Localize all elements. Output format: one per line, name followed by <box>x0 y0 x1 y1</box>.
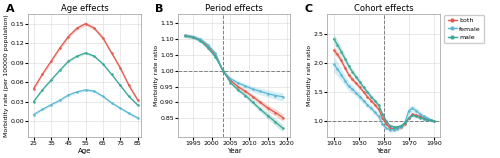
Text: C: C <box>305 4 313 14</box>
Y-axis label: Morbidity rate ratio: Morbidity rate ratio <box>307 45 312 106</box>
X-axis label: Year: Year <box>227 148 242 154</box>
Y-axis label: Morbidity rate ratio: Morbidity rate ratio <box>154 45 158 106</box>
Y-axis label: Morbidity rate (per 100000 population): Morbidity rate (per 100000 population) <box>4 14 9 137</box>
Text: B: B <box>156 4 164 14</box>
Title: Age effects: Age effects <box>61 4 108 13</box>
Title: Period effects: Period effects <box>206 4 263 13</box>
X-axis label: Age: Age <box>78 148 92 154</box>
X-axis label: Year: Year <box>376 148 391 154</box>
Title: Cohort effects: Cohort effects <box>354 4 414 13</box>
Text: A: A <box>6 4 14 14</box>
Legend: both, female, male: both, female, male <box>444 15 484 43</box>
